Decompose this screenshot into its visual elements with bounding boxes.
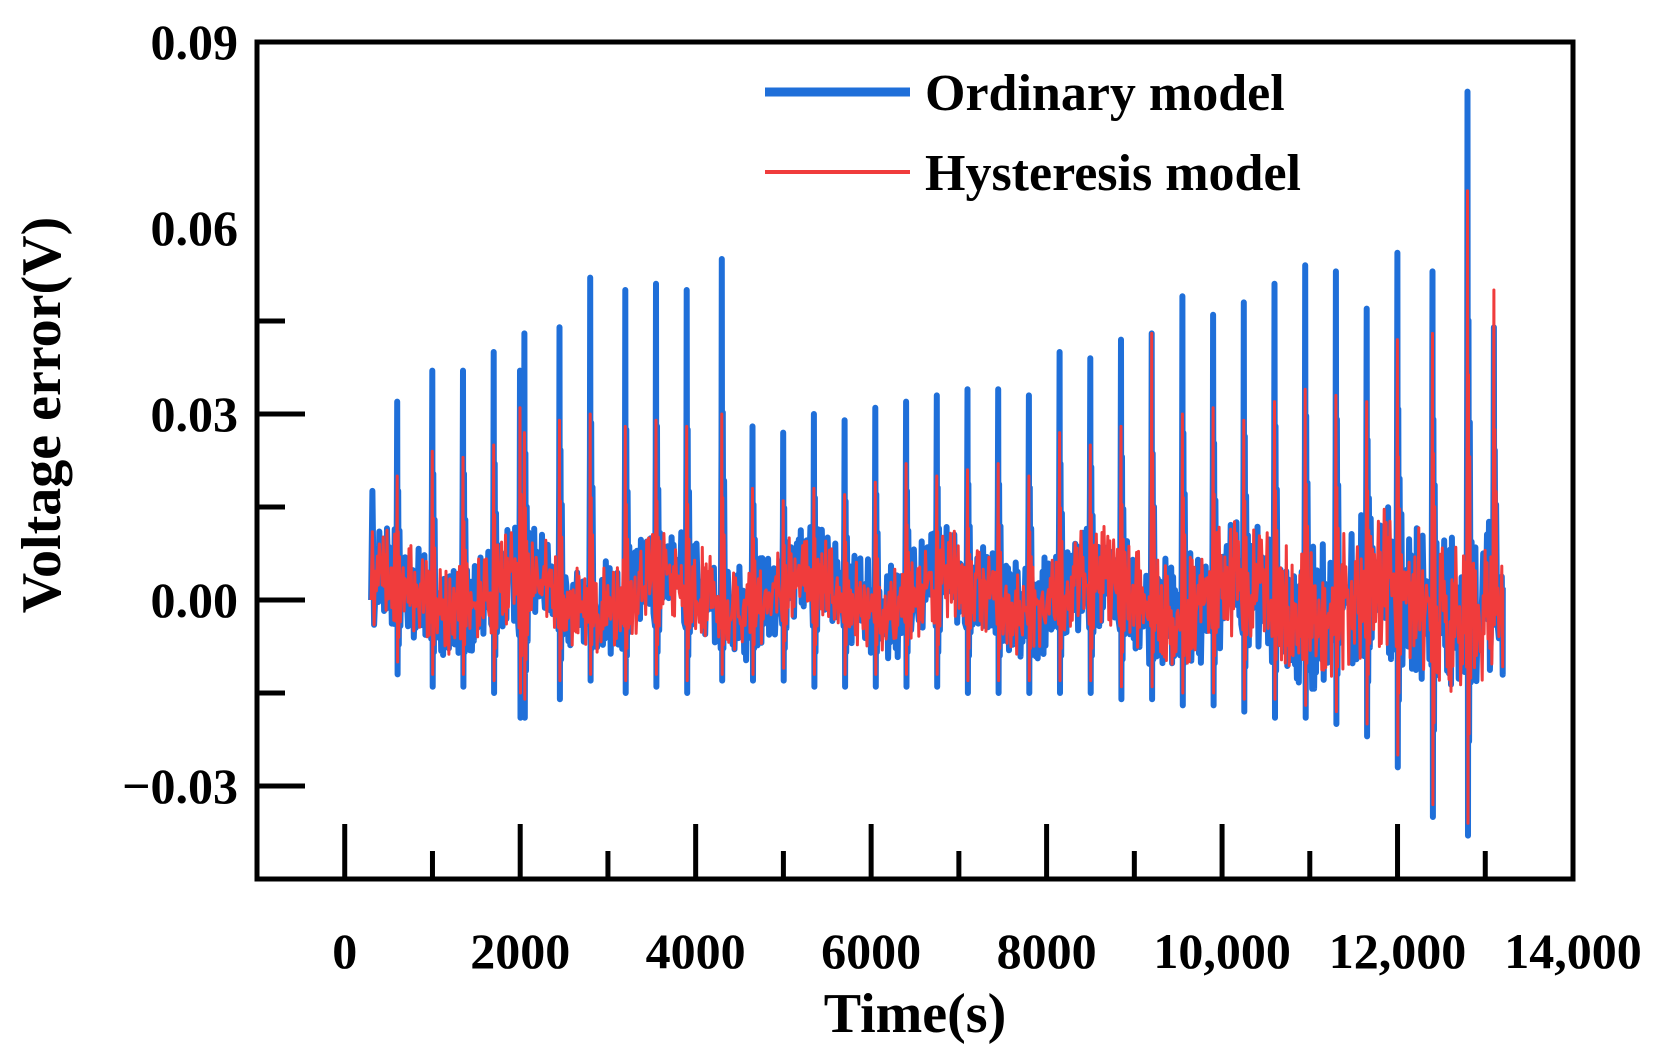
series-line-ordinary-model <box>368 88 1506 839</box>
y-tick-label: 0.06 <box>151 200 239 256</box>
legend-label-hysteresis: Hysteresis model <box>925 145 1301 202</box>
x-tick-label: 6000 <box>821 923 921 979</box>
x-tick-label: 14,000 <box>1504 923 1642 979</box>
x-tick-label: 12,000 <box>1329 923 1467 979</box>
x-tick-label: 4000 <box>646 923 746 979</box>
x-tick-label: 2000 <box>470 923 570 979</box>
series-line-hysteresis-model <box>369 189 1505 825</box>
legend-label-ordinary: Ordinary model <box>925 65 1285 122</box>
x-tick-label: 10,000 <box>1153 923 1291 979</box>
y-tick-label: 0.03 <box>151 386 239 442</box>
y-tick-label: −0.03 <box>122 758 238 814</box>
x-tick-label: 8000 <box>997 923 1097 979</box>
y-tick-label: 0.09 <box>151 14 239 70</box>
series-layer <box>368 88 1506 839</box>
y-axis-title: Voltage error(V) <box>11 217 73 614</box>
x-tick-label: 0 <box>332 923 357 979</box>
x-axis-ticks: 0 2000 4000 6000 8000 10,000 12,000 14,000 <box>332 824 1642 979</box>
legend: Ordinary model Hysteresis model <box>765 65 1301 202</box>
y-axis-ticks: −0.03 0.00 0.03 0.06 0.09 <box>122 14 305 882</box>
x-axis-title: Time(s) <box>824 983 1007 1045</box>
plot-frame <box>254 39 1576 882</box>
y-tick-label: 0.00 <box>151 572 239 628</box>
